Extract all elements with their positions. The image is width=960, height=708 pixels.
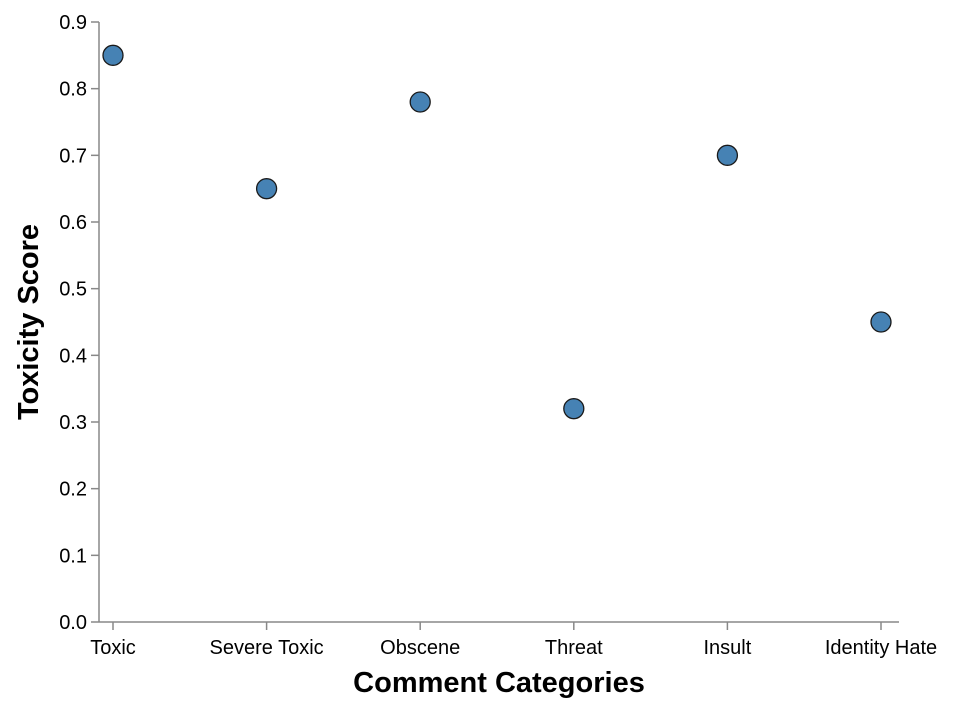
data-point: [255, 178, 278, 200]
data-point: [716, 144, 739, 166]
y-tick-label: 0.2: [59, 479, 87, 501]
data-point: [409, 91, 431, 113]
data-point: [563, 398, 585, 420]
y-tick-label: 0.6: [59, 212, 87, 234]
y-tick-label: 0.8: [59, 79, 87, 101]
x-tick-label: Identity Hate: [825, 637, 937, 659]
x-axis: Toxic Severe Toxic Obscene Threat Insult Iden…: [90, 621, 937, 659]
x-tick-label: Insult: [703, 637, 751, 659]
y-axis-title: Toxicity Score: [13, 224, 45, 420]
y-axis: 0.0 0.1 0.2 0.3 0.4 0.5 0.6 0.7 0.8 0.9: [59, 12, 100, 634]
x-tick-label: Severe Toxic: [210, 637, 324, 659]
y-tick-label: 0.5: [59, 279, 87, 301]
x-tick-label: Toxic: [90, 637, 136, 659]
x-axis-title: Comment Categories: [353, 667, 645, 699]
y-tick-label: 0.4: [59, 345, 87, 367]
y-tick-label: 0.3: [59, 412, 87, 434]
y-tick-label: 0.1: [59, 545, 87, 567]
x-ticks: Toxic Severe Toxic Obscene Threat Insult Iden…: [90, 622, 937, 659]
x-tick-label: Threat: [545, 637, 603, 659]
y-tick-label: 0.9: [59, 12, 87, 34]
y-tick-label: 0.0: [59, 612, 87, 634]
y-ticks: 0.0 0.1 0.2 0.3 0.4 0.5 0.6 0.7 0.8 0.9: [59, 12, 99, 634]
data-point: [870, 311, 892, 333]
data-point: [102, 44, 124, 66]
data-points: [102, 44, 892, 420]
y-tick-label: 0.7: [59, 145, 87, 167]
x-tick-label: Obscene: [380, 637, 460, 659]
